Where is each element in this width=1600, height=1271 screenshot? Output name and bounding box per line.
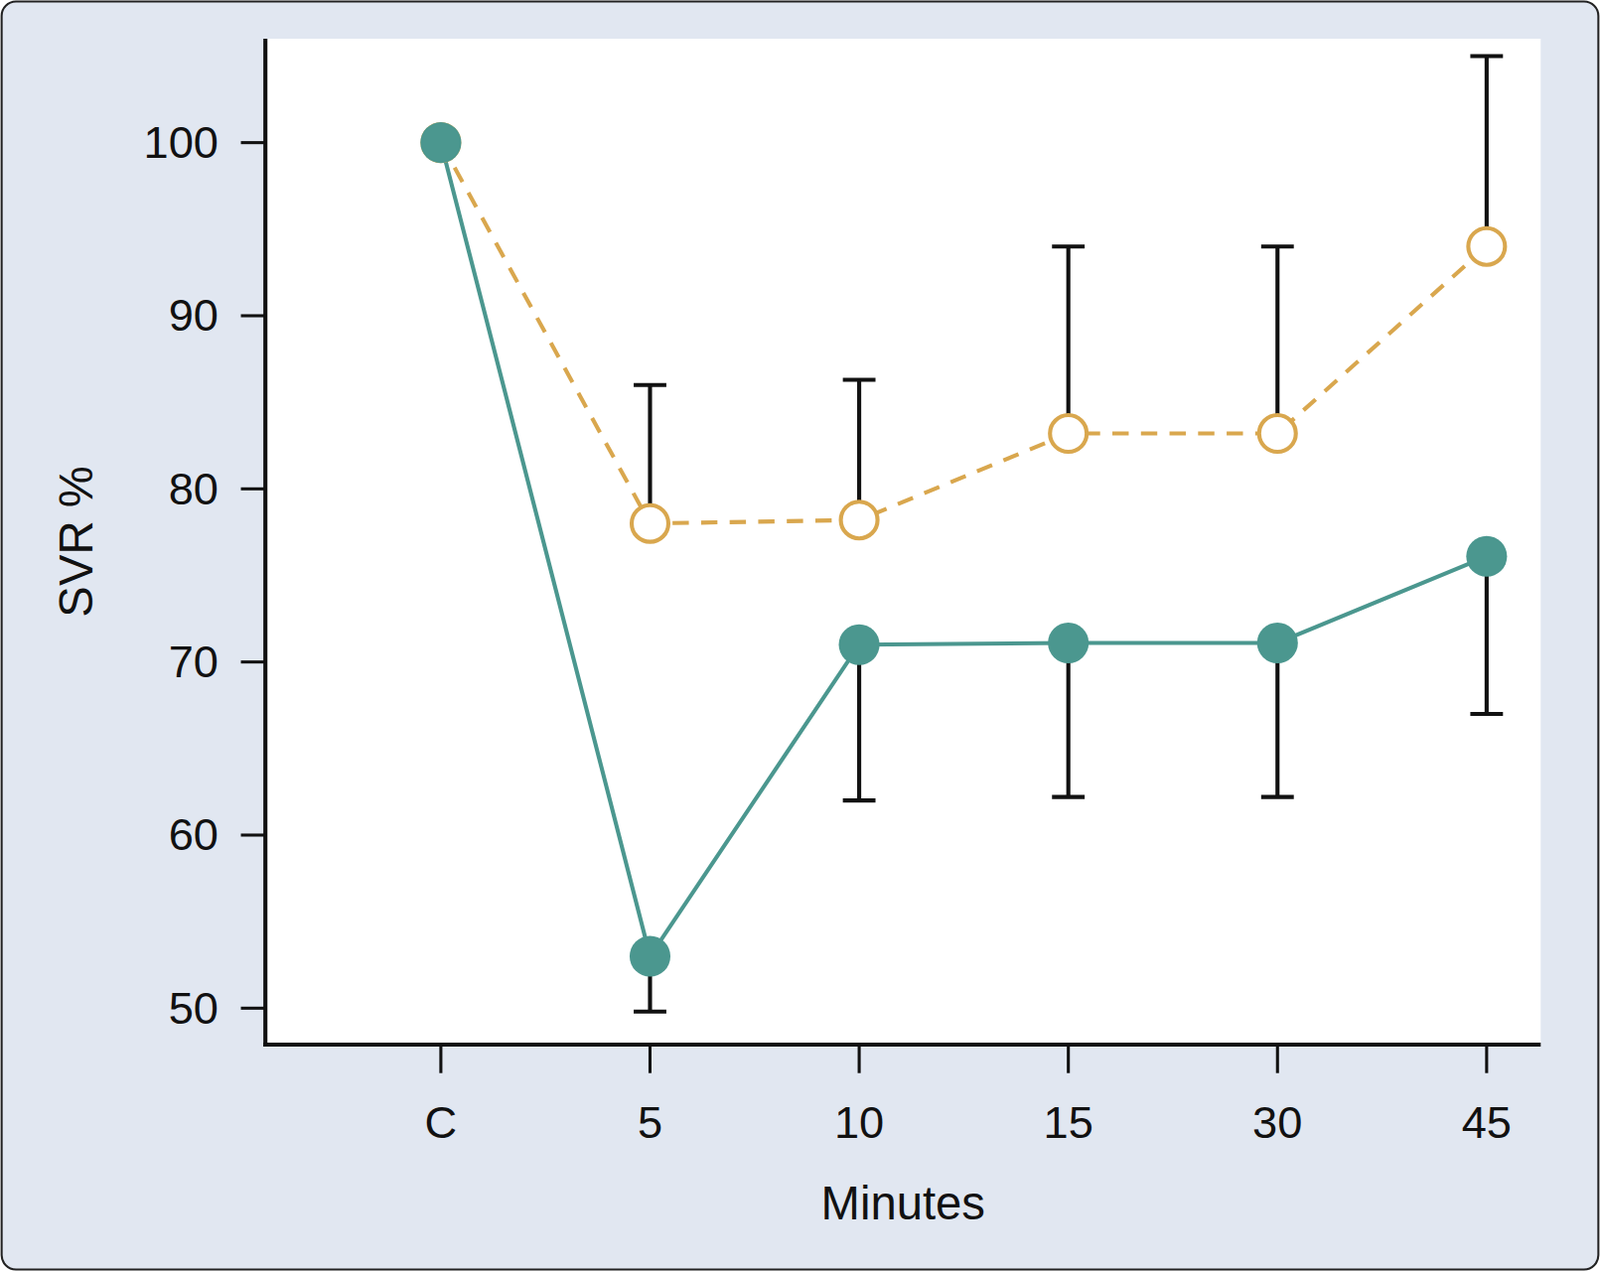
marker <box>839 624 880 666</box>
y-tick-label: 100 <box>144 117 219 168</box>
error-bar <box>1261 246 1295 434</box>
error-bar <box>1469 55 1503 247</box>
x-tick-label: C <box>425 1097 458 1149</box>
error-bar-stem <box>1066 246 1071 434</box>
y-tick <box>241 487 267 491</box>
error-bar-stem <box>1275 246 1280 434</box>
marker <box>1257 622 1299 664</box>
x-tick <box>648 1044 652 1074</box>
marker <box>631 505 669 543</box>
error-bar-cap <box>843 377 876 382</box>
x-tick-label: 15 <box>1043 1097 1094 1149</box>
y-tick-label: 50 <box>168 983 219 1034</box>
x-tick <box>858 1044 862 1074</box>
x-tick <box>1484 1044 1488 1074</box>
x-axis-line <box>263 1042 1541 1047</box>
error-bar <box>843 644 876 801</box>
error-bar-cap <box>633 1010 667 1015</box>
marker <box>1049 415 1087 452</box>
error-bar <box>1051 642 1085 797</box>
error-bar-stem <box>1066 642 1071 797</box>
y-tick-label: 60 <box>168 809 219 861</box>
x-tick-label: 45 <box>1461 1097 1512 1149</box>
y-tick <box>241 833 267 837</box>
error-bar-stem <box>1275 642 1280 797</box>
marker <box>1047 622 1089 664</box>
error-bar-cap <box>1469 53 1503 58</box>
y-tick-label: 70 <box>168 636 219 688</box>
series-line <box>440 143 1487 957</box>
x-tick-label: 30 <box>1252 1097 1303 1149</box>
background <box>1 1 1600 1271</box>
marker <box>1465 536 1507 578</box>
marks <box>420 55 1507 1012</box>
plot-area <box>265 38 1541 1045</box>
y-tick <box>241 1007 267 1011</box>
y-tick-label: 80 <box>168 463 219 515</box>
error-bar-cap <box>633 383 667 388</box>
x-tick-label: 10 <box>834 1097 884 1149</box>
marker <box>841 501 878 539</box>
error-bar-stem <box>857 644 862 801</box>
x-tick <box>1276 1044 1280 1074</box>
x-tick <box>438 1044 442 1074</box>
error-bar-stem <box>1484 556 1489 715</box>
error-bar-stem <box>647 385 652 524</box>
chart-svg: 50 60 70 80 90 100 C 5 10 15 30 45 Minutes SVR % <box>0 0 1600 1271</box>
error-bar-cap <box>1051 795 1085 800</box>
error-bar-cap <box>1469 712 1503 717</box>
error-bar <box>1051 246 1085 434</box>
error-bar-cap <box>843 798 876 803</box>
marker <box>1467 228 1505 266</box>
error-bar-cap <box>1261 795 1295 800</box>
error-bar-cap <box>1261 244 1295 249</box>
marker <box>1259 415 1297 452</box>
error-bar <box>633 385 667 524</box>
marker <box>420 122 461 163</box>
y-tick <box>241 660 267 664</box>
y-tick <box>241 313 267 317</box>
error-bar <box>1469 556 1503 715</box>
x-axis-title: Minutes <box>821 1176 986 1230</box>
error-bar-stem <box>1484 55 1489 247</box>
x-tick <box>1066 1044 1070 1074</box>
chart-container: 50 60 70 80 90 100 C 5 10 15 30 45 Minutes SVR % <box>0 0 1600 1271</box>
error-bar <box>843 379 876 520</box>
y-tick-label: 90 <box>168 290 219 341</box>
y-axis-title: SVR % <box>49 465 103 617</box>
y-tick <box>241 141 267 145</box>
x-tick-label: 5 <box>637 1097 663 1149</box>
series-line <box>440 143 1487 525</box>
error-bar <box>1261 642 1295 797</box>
y-axis-line <box>263 38 268 1047</box>
error-bar-stem <box>857 379 862 520</box>
marker <box>629 935 671 977</box>
error-bar-cap <box>1051 244 1085 249</box>
